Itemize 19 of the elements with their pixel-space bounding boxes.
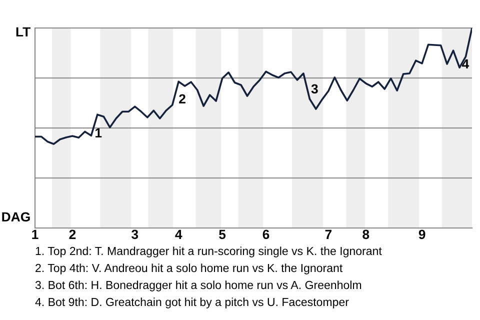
annotation: 1 bbox=[96, 128, 102, 138]
x-tick-label: 3 bbox=[132, 230, 138, 240]
annotation: 3 bbox=[311, 84, 318, 94]
x-tick-label: 2 bbox=[69, 230, 76, 239]
annotation: 4 bbox=[462, 59, 470, 68]
text: 3. Bot 6th: H. Bonedragger hit a solo home run vs A. Greenholm bbox=[35, 280, 362, 292]
annotation: 2 bbox=[179, 94, 186, 104]
text: LT bbox=[16, 27, 30, 36]
x-tick-label: 7 bbox=[325, 230, 332, 239]
x-tick-label: 4 bbox=[175, 230, 182, 239]
x-tick-label: 6 bbox=[262, 230, 270, 240]
x-tick-label: 9 bbox=[418, 230, 426, 240]
text: 2. Top 4th: V. Andreou hit a solo home run vs K. the Ignorant bbox=[36, 264, 343, 274]
x-tick-label: 1 bbox=[32, 230, 38, 239]
x-tick-label: 8 bbox=[362, 230, 370, 240]
x-tick-label: 5 bbox=[219, 230, 226, 240]
text: 1. Top 2nd: T. Mandragger hit a run-scoring single vs K. the Ignorant bbox=[36, 246, 382, 258]
text: DAG bbox=[2, 212, 30, 222]
text: 4. Bot 9th: D. Greatchain got hit by a pitch vs U. Facestomper bbox=[35, 298, 349, 308]
